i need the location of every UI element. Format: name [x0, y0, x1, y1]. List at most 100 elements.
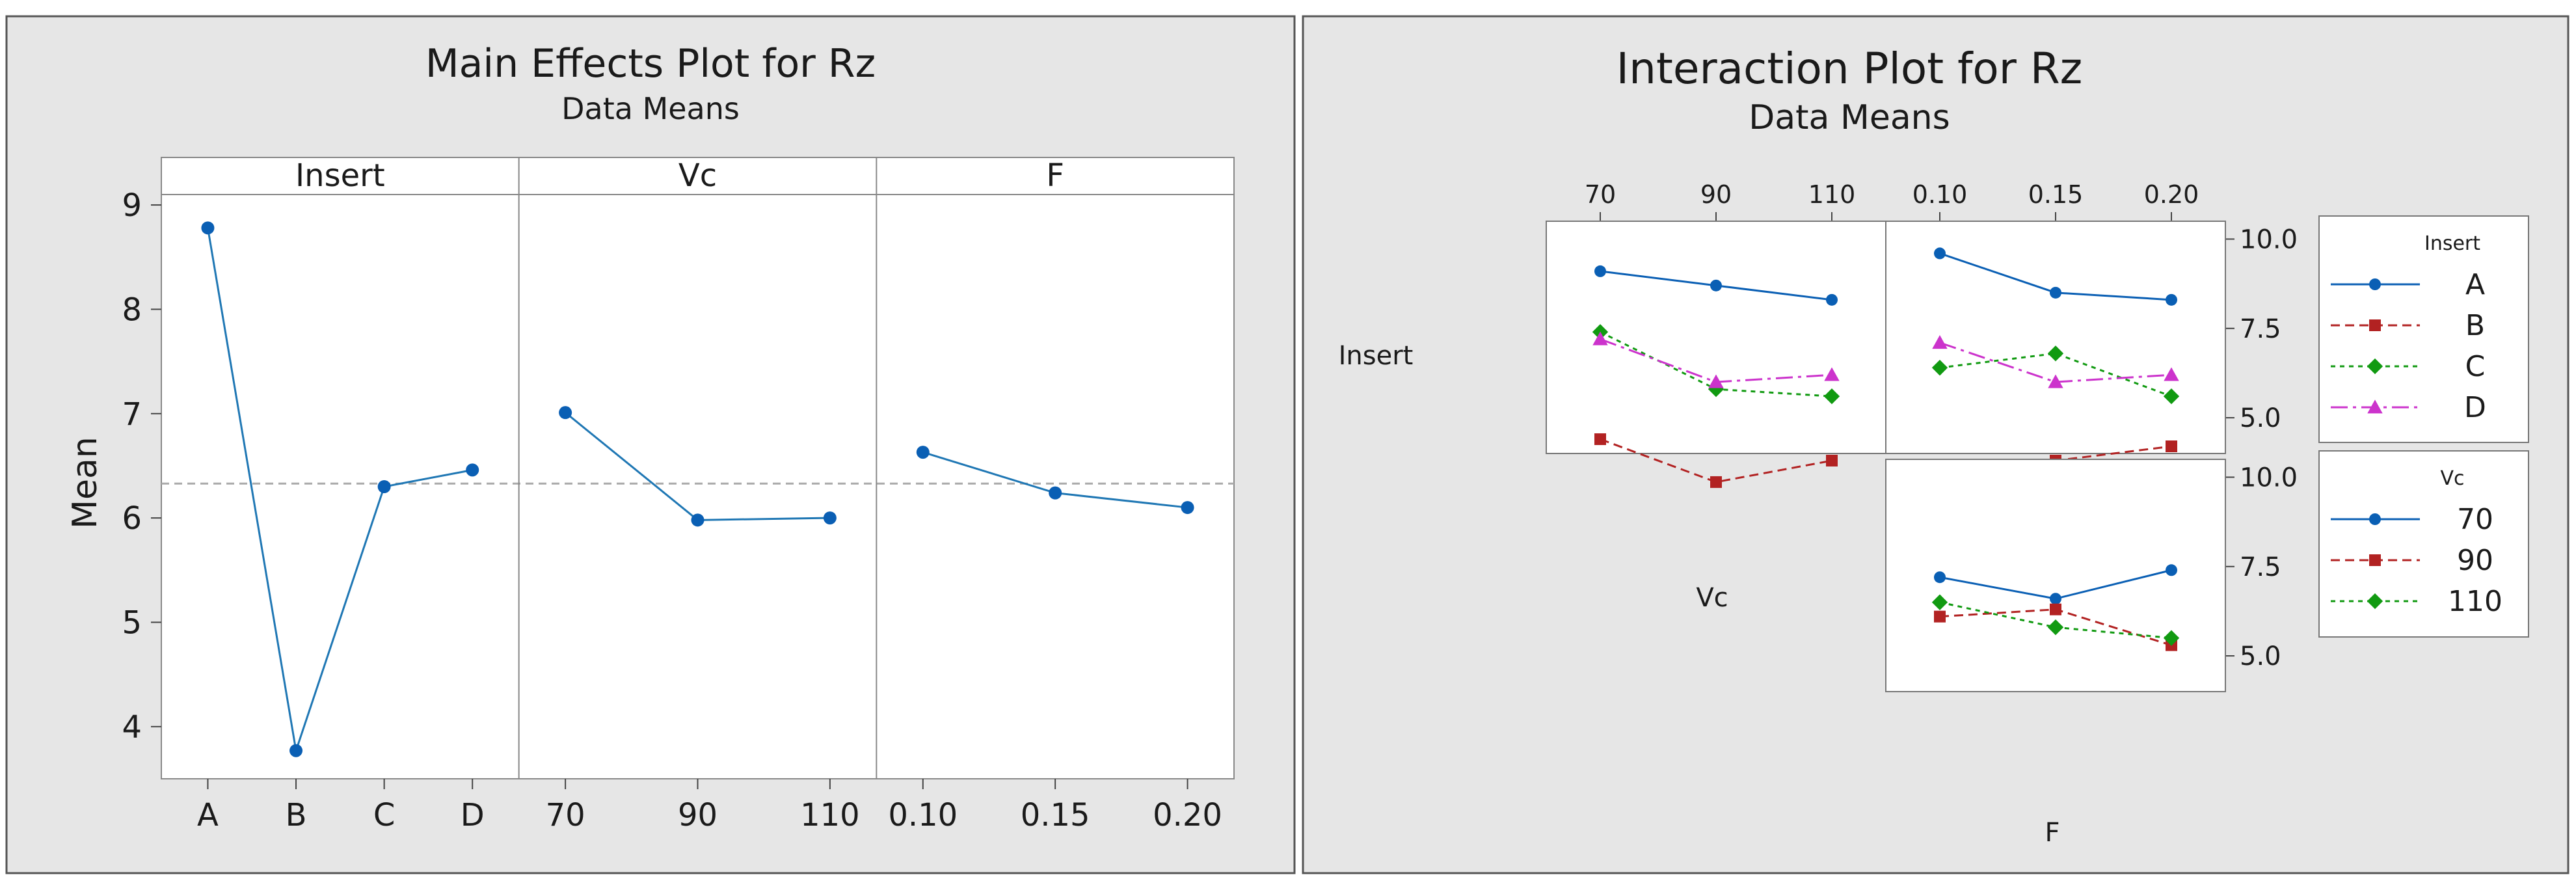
effect-line-insert: [206, 228, 473, 751]
col-tick-label: 0.20: [2144, 180, 2199, 209]
series-point-a: [2166, 293, 2177, 306]
interaction-cell-insert-f: [1885, 221, 2226, 454]
series-point-a: [1934, 247, 1946, 260]
strip-label-insert: Insert: [295, 157, 385, 194]
series-point-a: [2050, 286, 2061, 299]
series-point-90: [1934, 610, 1946, 623]
series-point-d: [1824, 367, 1840, 381]
effect-point: [559, 406, 572, 420]
interaction-subtitle: Data Means: [1749, 98, 1950, 137]
series-point-70: [2166, 564, 2177, 576]
legend-marker-110: [2367, 593, 2383, 610]
effect-point: [916, 446, 930, 459]
series-point-c: [1823, 388, 1840, 405]
column-axis-label-f: F: [2045, 818, 2059, 848]
series-point-c: [2163, 388, 2180, 405]
effect-point: [823, 511, 837, 525]
col-tick-label: 0.15: [2028, 180, 2084, 209]
legend-box-insert: [2318, 215, 2529, 443]
main-effects-title: Main Effects Plot for Rz: [425, 41, 876, 87]
series-point-d: [1932, 335, 1948, 349]
series-point-b: [1594, 433, 1606, 446]
row-y-tick-label: 7.5: [2240, 314, 2281, 344]
effect-point: [691, 513, 704, 527]
legend-title: Vc: [2440, 467, 2464, 490]
effect-point: [377, 480, 391, 493]
series-point-70: [2050, 593, 2061, 605]
series-point-110: [1931, 594, 1948, 610]
legend-label: 90: [2457, 544, 2493, 577]
series-point-d: [1708, 374, 1724, 388]
row-y-tick-label: 10.0: [2240, 463, 2298, 493]
main-effects-plot-area: [161, 157, 1235, 779]
y-tick-label: 4: [122, 709, 142, 746]
row-label-insert: Insert: [1339, 341, 1414, 371]
series-point-d: [2048, 374, 2063, 388]
series-point-a: [1710, 279, 1722, 291]
x-tick-label: 0.15: [1021, 797, 1090, 833]
x-tick-label: B: [286, 797, 307, 833]
legend-label: B: [2465, 309, 2485, 342]
effect-point: [466, 463, 479, 477]
col-tick-label: 90: [1700, 180, 1732, 209]
row-y-tick-label: 5.0: [2240, 403, 2281, 433]
col-tick-label: 110: [1808, 180, 1856, 209]
x-tick-label: 110: [800, 797, 860, 833]
x-tick-label: C: [373, 797, 396, 833]
row-y-tick-label: 5.0: [2240, 642, 2281, 671]
series-point-70: [1934, 571, 1946, 584]
series-point-a: [1594, 265, 1606, 277]
legend-marker-c: [2367, 358, 2383, 375]
legend-marker-70: [2369, 513, 2381, 525]
row-y-tick-label: 10.0: [2240, 224, 2298, 254]
legend-marker-d: [2367, 399, 2383, 414]
legend-label: A: [2465, 268, 2485, 301]
series-point-110: [2047, 619, 2064, 636]
y-tick-label: 8: [122, 291, 142, 328]
series-point-c: [2047, 345, 2064, 362]
x-tick-label: A: [197, 797, 219, 833]
legend-box-vc: [2318, 450, 2529, 638]
series-point-b: [1710, 476, 1722, 488]
row-label-vc: Vc: [1696, 583, 1728, 613]
series-line-c: [1939, 352, 2172, 398]
y-tick-label: 7: [122, 396, 142, 433]
x-tick-label: 0.20: [1153, 797, 1222, 833]
x-tick-label: D: [461, 797, 485, 833]
series-point-d: [1592, 331, 1608, 345]
legend-label: 110: [2448, 585, 2502, 618]
legend-label: 70: [2457, 503, 2493, 536]
series-point-d: [2164, 367, 2179, 381]
series-point-b: [1826, 454, 1838, 466]
effect-point: [1049, 486, 1062, 500]
effect-point: [1181, 501, 1194, 515]
strip-label-f: F: [1046, 157, 1064, 194]
x-tick-label: 90: [678, 797, 718, 833]
strip-label-vc: Vc: [678, 157, 717, 194]
y-tick-label: 5: [122, 604, 142, 641]
row-y-tick-label: 7.5: [2240, 552, 2281, 582]
legend-title: Insert: [2424, 232, 2480, 255]
series-point-b: [2166, 440, 2177, 453]
main-effects-subtitle: Data Means: [561, 91, 740, 126]
series-line-d: [1939, 342, 2172, 383]
x-tick-label: 70: [546, 797, 585, 833]
effect-point: [289, 744, 303, 757]
y-tick-label: 9: [122, 187, 142, 224]
legend-marker-90: [2369, 554, 2381, 566]
legend-label: D: [2464, 391, 2486, 424]
col-tick-label: 0.10: [1912, 180, 1968, 209]
effect-point: [201, 221, 215, 235]
interaction-title: Interaction Plot for Rz: [1617, 44, 2083, 94]
series-point-a: [1826, 293, 1838, 306]
series-point-110: [2163, 630, 2180, 646]
y-tick-label: 6: [122, 500, 142, 537]
x-tick-label: 0.10: [888, 797, 958, 833]
series-point-90: [2050, 603, 2061, 615]
main-effects-y-label: Mean: [66, 437, 105, 529]
series-point-c: [1931, 360, 1948, 376]
legend-marker-b: [2369, 319, 2381, 331]
col-tick-label: 70: [1585, 180, 1616, 209]
legend-marker-a: [2369, 278, 2381, 290]
